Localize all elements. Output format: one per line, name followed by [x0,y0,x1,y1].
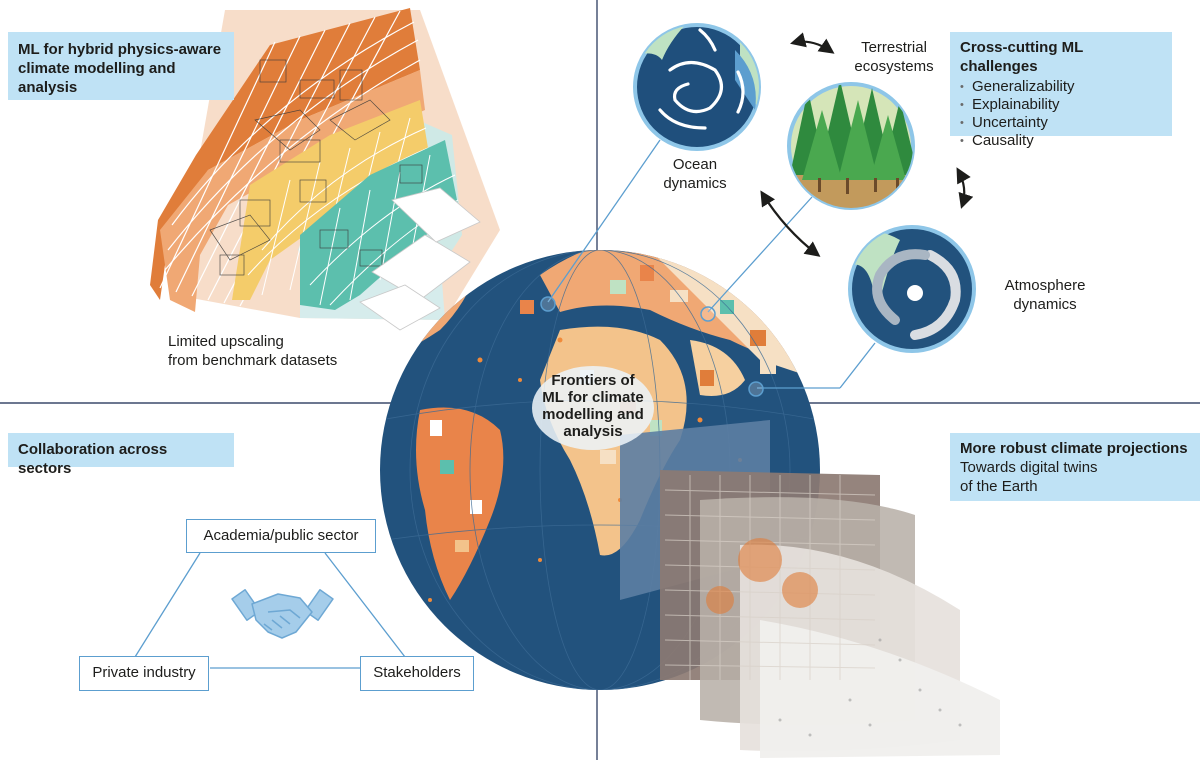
node-stakeholders: Stakeholders [360,656,474,691]
projections-callout: More robust climate projections Towards … [950,433,1200,501]
hybrid-modelling-callout: ML for hybrid physics-aware climate mode… [8,32,234,100]
terrestrial-label: Terrestrial ecosystems [854,39,934,75]
challenge-item: Causality [960,132,1162,150]
projections-subtitle-line2: of the Earth [960,478,1038,495]
forest-icon [787,82,915,210]
collaboration-triangle [134,552,406,669]
ml-challenges-callout: Cross-cutting ML challenges Generalizabi… [950,32,1172,150]
atmosphere-label: Atmosphere dynamics [1004,277,1086,313]
challenge-item: Uncertainty [960,114,1162,132]
node-academia: Academia/public sector [186,519,376,553]
projections-title: More robust climate projections [960,440,1188,457]
challenge-item: Generalizability [960,78,1162,96]
center-label: Frontiers of ML for climate modelling an… [532,366,654,450]
ocean-label: Ocean dynamics [663,156,727,192]
ml-challenges-list: Generalizability Explainability Uncertai… [960,78,1162,150]
collaboration-callout: Collaboration across sectors [8,433,234,477]
challenge-item: Explainability [960,96,1162,114]
node-private-industry: Private industry [79,656,209,691]
mesh-panels-graphic [620,420,1000,758]
ocean-gyre-icon [633,23,761,151]
model-layers-graphic [150,8,500,331]
projections-subtitle-line1: Towards digital twins [960,459,1098,476]
upscaling-caption: Limited upscaling from benchmark dataset… [168,333,338,369]
handshake-icon [231,589,334,639]
cyclone-icon [848,225,976,353]
collaboration-title: Collaboration across sectors [18,441,168,477]
hybrid-modelling-title: ML for hybrid physics-aware climate mode… [18,41,222,96]
ml-challenges-title: Cross-cutting ML challenges [960,39,1084,75]
